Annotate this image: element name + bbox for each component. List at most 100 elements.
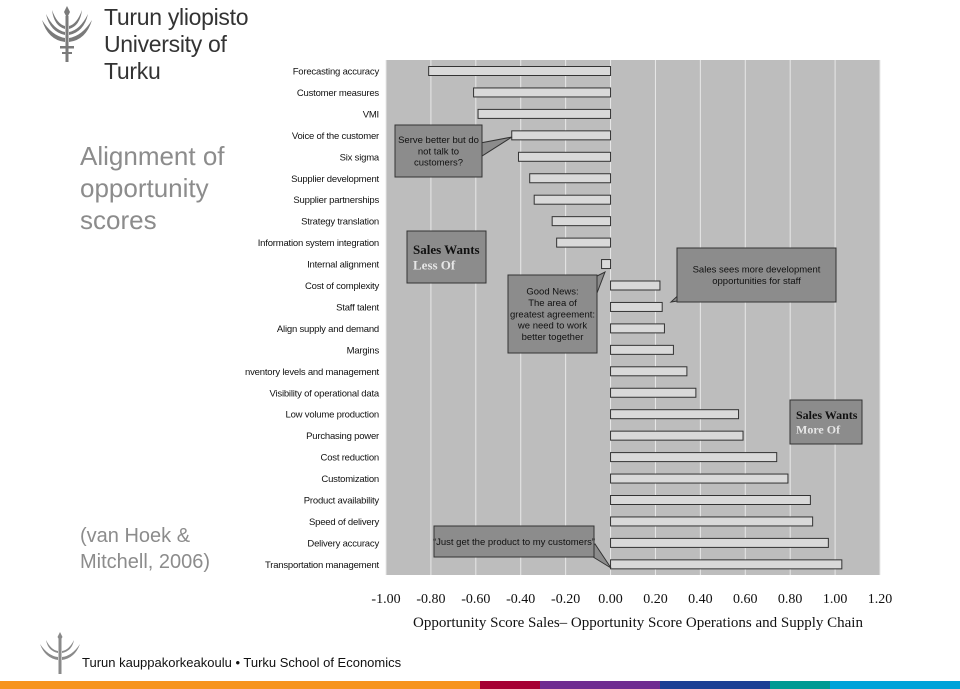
y-category-label: VMI xyxy=(363,109,379,120)
y-category-label: Supplier partnerships xyxy=(293,195,379,206)
annotation-text: Sales Wants xyxy=(413,242,480,257)
y-category-label: Inventory levels and management xyxy=(245,367,380,378)
annotation-box-sales-wants-more xyxy=(789,399,863,445)
x-tick-label: -0.20 xyxy=(551,592,580,607)
y-category-label: Purchasing power xyxy=(306,431,379,442)
x-tick-label: -0.40 xyxy=(506,592,535,607)
bar xyxy=(610,495,811,505)
x-tick-label: 1.00 xyxy=(823,592,848,607)
y-category-label: Internal alignment xyxy=(307,260,379,271)
footer-emblem-icon xyxy=(40,632,80,674)
opportunity-scores-chart: -1.00 -0.80 -0.60 -0.40 -0.20 0.00 0.20 0.40 0.6… xyxy=(245,60,895,640)
bar xyxy=(610,537,829,548)
y-category-label: Customization xyxy=(321,474,379,485)
annotation-box-just-get-product xyxy=(433,525,595,558)
bar xyxy=(533,194,612,205)
y-category-label: Speed of delivery xyxy=(309,517,379,528)
bar xyxy=(511,130,612,141)
y-category-label: Supplier development xyxy=(291,174,379,185)
y-category-label: Strategy translation xyxy=(301,217,379,228)
y-category-label: Transportation management xyxy=(265,560,380,571)
y-category-label: Cost of complexity xyxy=(305,281,379,292)
stripe-segment xyxy=(480,681,540,689)
annotation-box-sales-sees-more xyxy=(676,247,837,303)
bar xyxy=(610,516,814,527)
annotation-text: Sales Wants xyxy=(796,408,858,422)
annotation-text: opportunities for staff xyxy=(712,276,801,287)
bar xyxy=(473,87,612,98)
university-name-fi: Turun yliopisto xyxy=(104,4,249,30)
bar xyxy=(610,452,778,463)
bar xyxy=(428,66,612,76)
y-category-label: Align supply and demand xyxy=(277,324,379,335)
annotation-text: More Of xyxy=(796,422,841,436)
university-torch-emblem-icon xyxy=(42,6,92,62)
bar xyxy=(551,216,612,227)
slide-title: Alignment of opportunity scores xyxy=(80,141,225,235)
chart-canvas: -1.00 -0.80 -0.60 -0.40 -0.20 0.00 0.20 0.40 0.6… xyxy=(245,60,893,631)
stripe-segment xyxy=(540,681,660,689)
x-tick-label: 0.60 xyxy=(733,592,758,607)
x-tick-label: 0.00 xyxy=(598,592,623,607)
x-axis-label: Opportunity Score Sales– Opportunity Sco… xyxy=(413,615,863,631)
bar xyxy=(610,387,697,398)
citation: (van Hoek & Mitchell, 2006) xyxy=(80,525,211,573)
bar xyxy=(529,173,612,184)
university-name-en: University of Turku xyxy=(104,31,227,84)
annotation-text: better together xyxy=(522,332,584,343)
x-tick-label: -0.60 xyxy=(461,592,490,607)
annotation-text: Good News: xyxy=(526,287,578,298)
x-tick-label: 1.20 xyxy=(868,592,893,607)
footer-text: Turun kauppakorkeakoulu • Turku School o… xyxy=(82,655,402,670)
bar xyxy=(556,237,612,248)
x-tick-label: 0.80 xyxy=(778,592,803,607)
y-category-label: Staff talent xyxy=(336,302,379,313)
y-category-label: Forecasting accuracy xyxy=(293,67,380,78)
university-logo: Turun yliopisto University of Turku xyxy=(38,0,278,84)
annotation-text: we need to work xyxy=(517,321,587,332)
annotation-text: Serve better but do xyxy=(398,135,479,146)
annotation-text: “Just get the product to my customers” xyxy=(433,537,595,548)
y-category-label: Delivery accuracy xyxy=(307,538,379,549)
y-category-label: Product availability xyxy=(304,496,380,507)
y-category-label: Voice of the customer xyxy=(292,131,379,142)
annotation-text: greatest agreement: xyxy=(510,309,595,320)
bar xyxy=(610,366,688,377)
annotation-text: not talk to xyxy=(418,146,459,157)
bar xyxy=(610,280,661,291)
x-tick-label: 0.40 xyxy=(688,592,713,607)
stripe-segment xyxy=(770,681,830,689)
stripe-segment xyxy=(660,681,770,689)
y-category-label: Visibility of operational data xyxy=(270,388,380,399)
footer-color-stripe xyxy=(0,681,960,689)
annotation-text: Sales sees more development xyxy=(693,265,821,276)
annotation-text: The area of xyxy=(528,298,577,309)
bar xyxy=(610,323,665,334)
bar xyxy=(477,108,612,119)
x-tick-label: -0.80 xyxy=(416,592,445,607)
bar xyxy=(610,301,663,312)
annotation-text: Less Of xyxy=(413,257,456,272)
y-category-label: Margins xyxy=(347,345,380,356)
annotation-box-good-news xyxy=(507,274,598,354)
bar xyxy=(517,151,612,162)
y-category-label: Low volume production xyxy=(286,410,380,421)
annotation-text: customers? xyxy=(414,158,463,169)
y-category-label: Cost reduction xyxy=(321,453,379,464)
y-category-label: Customer measures xyxy=(297,88,380,99)
x-tick-label: 0.20 xyxy=(643,592,668,607)
x-tick-label: -1.00 xyxy=(371,592,400,607)
annotation-box-serve-better xyxy=(394,124,483,178)
bar xyxy=(610,559,843,570)
y-category-label: Information system integration xyxy=(258,238,379,249)
stripe-segment xyxy=(240,681,480,689)
bar xyxy=(610,409,740,420)
bar xyxy=(610,344,674,355)
bar xyxy=(610,430,744,441)
stripe-segment xyxy=(830,681,960,689)
annotation-box-sales-wants-less xyxy=(406,230,487,284)
bar xyxy=(601,259,612,270)
y-category-label: Six sigma xyxy=(340,152,380,163)
bar xyxy=(610,473,789,484)
stripe-segment xyxy=(0,681,240,689)
